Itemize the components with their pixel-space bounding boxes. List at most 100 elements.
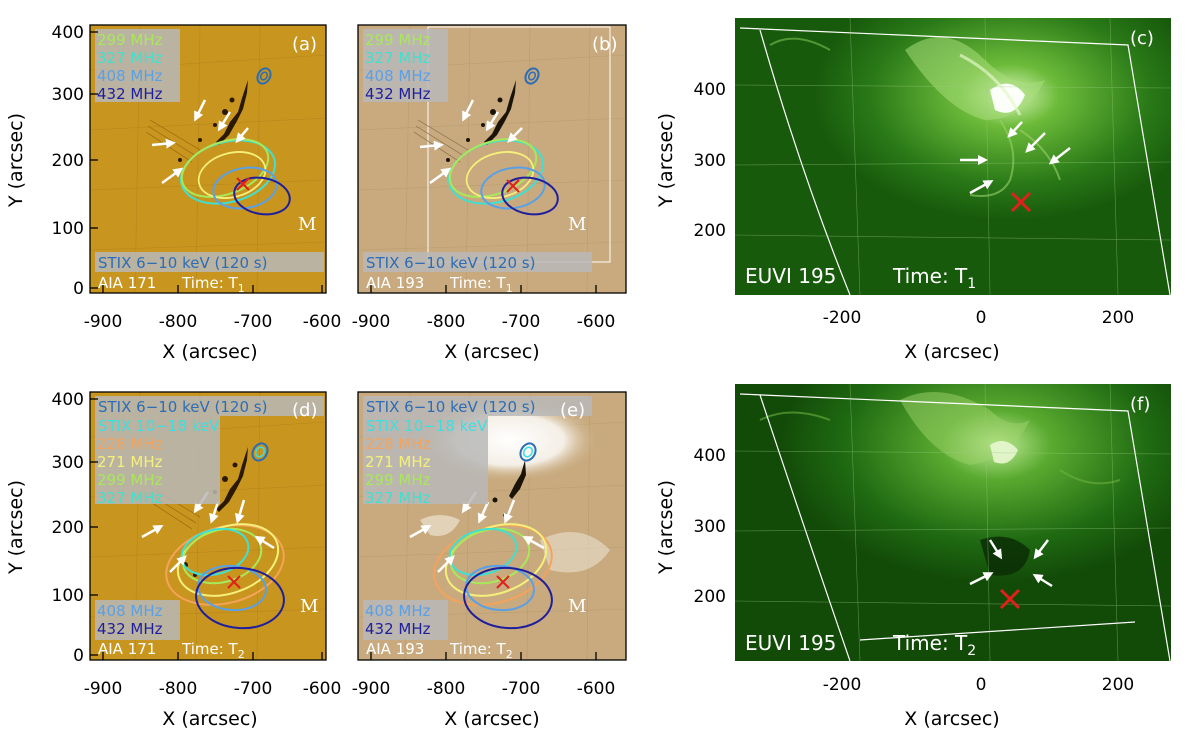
svg-text:-700: -700: [502, 312, 541, 332]
stix-label: STIX 6−10 keV (120 s): [366, 254, 535, 272]
legend-e: 228 MHz 271 MHz 299 MHz 327 MHz: [365, 435, 431, 507]
svg-text:327 MHz: 327 MHz: [97, 489, 163, 507]
stix2-label: STIX 10−18 keV: [366, 417, 488, 435]
panel-letter: (a): [292, 34, 317, 55]
svg-text:228 MHz: 228 MHz: [97, 435, 163, 453]
svg-text:300: 300: [52, 85, 84, 105]
svg-text:M: M: [300, 596, 318, 617]
svg-text:-200: -200: [823, 308, 862, 328]
svg-text:-700: -700: [234, 312, 273, 332]
svg-text:400: 400: [694, 446, 726, 466]
m-label: M: [298, 214, 316, 235]
cross-marker: [236, 177, 250, 191]
panel-f: EUVI 195 Time: T2 (f): [735, 384, 1171, 661]
svg-text:271 MHz: 271 MHz: [365, 453, 431, 471]
svg-text:-800: -800: [427, 312, 466, 332]
svg-text:228 MHz: 228 MHz: [365, 435, 431, 453]
svg-text:200: 200: [52, 151, 84, 171]
svg-text:-600: -600: [577, 312, 616, 332]
svg-text:299 MHz: 299 MHz: [365, 471, 431, 489]
svg-text:0: 0: [976, 308, 987, 328]
time-label: Time: T2: [449, 640, 513, 661]
svg-text:X (arcsec): X (arcsec): [444, 708, 539, 730]
svg-text:300: 300: [52, 453, 84, 473]
panel-d: M STIX 6−10 keV (120 s) STIX 10−18 keV 2…: [89, 391, 327, 661]
svg-text:432 MHz: 432 MHz: [365, 85, 431, 103]
fov-boundary: [739, 27, 1171, 295]
svg-text:-800: -800: [159, 679, 198, 699]
svg-text:299 MHz: 299 MHz: [97, 31, 163, 49]
svg-text:400: 400: [52, 390, 84, 410]
svg-text:200: 200: [694, 221, 726, 241]
panel-letter: (e): [560, 400, 585, 421]
stix2-label: STIX 10−18 keV: [98, 417, 220, 435]
stix-label: STIX 6−10 keV (120 s): [98, 398, 267, 416]
svg-text:0: 0: [976, 675, 987, 695]
svg-text:400: 400: [52, 23, 84, 43]
svg-text:408 MHz: 408 MHz: [97, 602, 163, 620]
svg-text:200: 200: [694, 587, 726, 607]
svg-text:-900: -900: [352, 312, 391, 332]
limb-curve: [759, 29, 851, 295]
stix-label: STIX 6−10 keV (120 s): [98, 254, 267, 272]
panel-b: M 299 MHz 327 MHz 408 MHz 432 MHz STIX 6…: [357, 24, 627, 295]
stix-label: STIX 6−10 keV (120 s): [366, 398, 535, 416]
svg-text:300: 300: [694, 151, 726, 171]
svg-text:408 MHz: 408 MHz: [365, 67, 431, 85]
svg-text:432 MHz: 432 MHz: [97, 620, 163, 638]
panel-a: M 299 MHz 327 MHz 408 MHz 432 MHz STIX 6…: [89, 24, 327, 295]
svg-text:X (arcsec): X (arcsec): [904, 708, 999, 730]
svg-text:-600: -600: [303, 312, 342, 332]
svg-text:327 MHz: 327 MHz: [97, 49, 163, 67]
svg-text:-800: -800: [159, 312, 198, 332]
contour-432mhz: [233, 176, 291, 216]
instrument-label: AIA 171: [98, 274, 156, 292]
svg-text:-200: -200: [823, 675, 862, 695]
svg-text:432 MHz: 432 MHz: [365, 620, 431, 638]
axes-d: -900 -800 -700 -600 0 100 200 300 400 X …: [5, 390, 341, 730]
svg-text:100: 100: [52, 586, 84, 606]
panel-letter: (b): [592, 34, 617, 55]
svg-text:271 MHz: 271 MHz: [97, 453, 163, 471]
axes-e: -900 -800 -700 -600 X (arcsec): [352, 652, 615, 730]
time-label: Time: T2: [892, 631, 976, 659]
time-label: Time: T1: [892, 264, 976, 292]
svg-text:432 MHz: 432 MHz: [97, 85, 163, 103]
svg-text:Y (arcsec): Y (arcsec): [655, 113, 677, 208]
svg-text:X (arcsec): X (arcsec): [904, 341, 999, 363]
cross-marker: [1010, 191, 1032, 213]
svg-text:M: M: [568, 214, 586, 235]
svg-text:-600: -600: [303, 679, 342, 699]
svg-text:Y (arcsec): Y (arcsec): [5, 113, 27, 208]
svg-text:299 MHz: 299 MHz: [97, 471, 163, 489]
svg-text:299 MHz: 299 MHz: [365, 31, 431, 49]
svg-text:408 MHz: 408 MHz: [97, 67, 163, 85]
svg-text:300: 300: [694, 517, 726, 537]
dark-features: [178, 80, 248, 162]
arrow-markers: [151, 99, 249, 185]
svg-text:-700: -700: [502, 679, 541, 699]
svg-text:-900: -900: [84, 312, 123, 332]
svg-text:100: 100: [52, 219, 84, 239]
panel-letter: (d): [292, 400, 317, 421]
svg-text:0: 0: [73, 646, 84, 666]
time-label: Time: T2: [181, 640, 245, 661]
svg-text:X (arcsec): X (arcsec): [162, 341, 257, 363]
instrument-label: EUVI 195: [745, 264, 836, 288]
stix-contour: [256, 67, 272, 85]
svg-text:X (arcsec): X (arcsec): [162, 708, 257, 730]
svg-text:200: 200: [1102, 308, 1134, 328]
svg-text:X (arcsec): X (arcsec): [444, 341, 539, 363]
svg-text:-900: -900: [352, 679, 391, 699]
svg-text:400: 400: [694, 80, 726, 100]
svg-text:Y (arcsec): Y (arcsec): [5, 480, 27, 575]
instrument-label: AIA 171: [98, 640, 156, 658]
svg-text:M: M: [568, 596, 586, 617]
time-label: Time: T1: [449, 274, 513, 295]
axes-f: -200 0 200 200 300 400 X (arcsec) Y (arc…: [655, 446, 1134, 730]
svg-text:408 MHz: 408 MHz: [365, 602, 431, 620]
time-label: Time: T1: [181, 274, 245, 295]
svg-text:200: 200: [52, 518, 84, 538]
legend-b: 299 MHz 327 MHz 408 MHz 432 MHz: [365, 31, 431, 103]
